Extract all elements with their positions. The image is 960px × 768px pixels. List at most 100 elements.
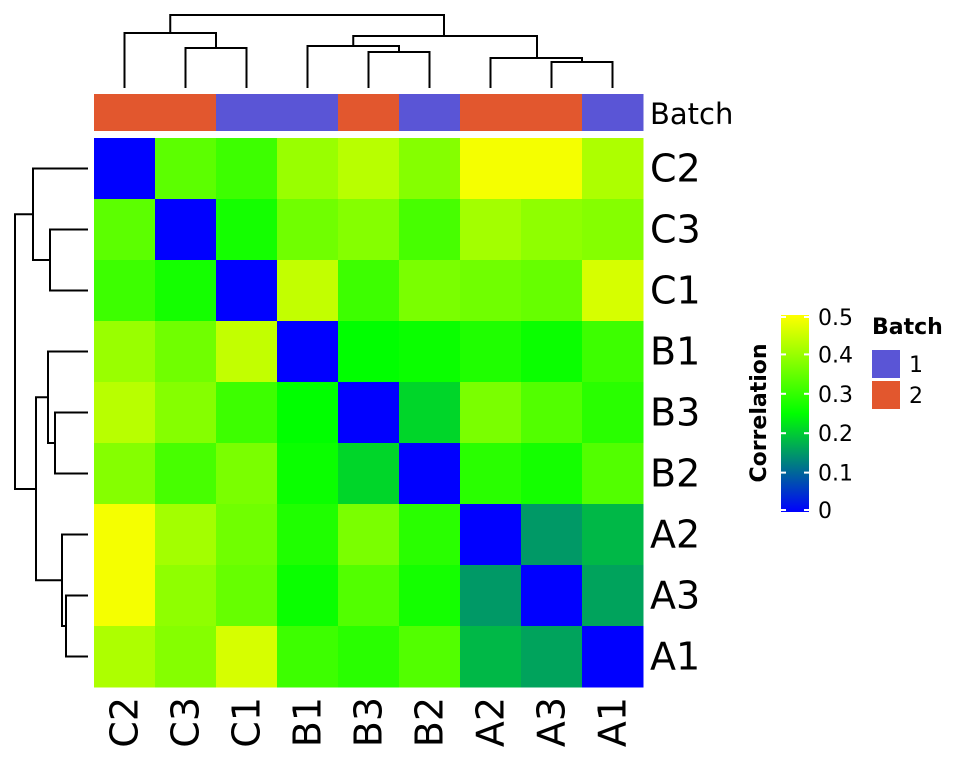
heatmap-cell-B1-A1 xyxy=(582,321,644,383)
heatmap-cell-A2-C2 xyxy=(94,504,156,566)
heatmap-cell-B2-B3 xyxy=(338,443,400,505)
heatmap-cell-C3-A1 xyxy=(582,199,644,261)
batch-legend-swatch-1 xyxy=(872,350,900,378)
heatmap-cell-A2-A2 xyxy=(460,504,522,566)
column-label-A3: A3 xyxy=(530,697,574,747)
heatmap-cell-A3-A1 xyxy=(582,565,644,627)
heatmap-cell-A1-C1 xyxy=(216,626,278,688)
column-label-C1: C1 xyxy=(225,697,269,748)
heatmap-cell-C1-C2 xyxy=(94,260,156,322)
column-dendrogram-branch xyxy=(352,35,538,58)
heatmap-cell-B1-B1 xyxy=(277,321,339,383)
heatmap-cell-B1-A3 xyxy=(521,321,583,383)
heatmap-cell-B2-C3 xyxy=(155,443,217,505)
row-dendrogram-branch xyxy=(14,213,36,490)
correlation-colorbar xyxy=(781,315,809,512)
heatmap-cell-A3-C1 xyxy=(216,565,278,627)
heatmap-cell-B1-C2 xyxy=(94,321,156,383)
heatmap-cell-A1-A1 xyxy=(582,626,644,688)
heatmap-cell-C3-A3 xyxy=(521,199,583,261)
heatmap-cell-B3-C1 xyxy=(216,382,278,444)
correlation-legend: 0.5 0.4 0.3 0.2 0.1 0 Correlation xyxy=(747,306,853,524)
heatmap-cell-A3-B3 xyxy=(338,565,400,627)
heatmap-cell-C2-C2 xyxy=(94,138,156,200)
batch-annotation-cell-A2 xyxy=(460,94,522,131)
batch-annotation-cell-B3 xyxy=(338,94,400,131)
legend-tick-label: 0.3 xyxy=(818,383,853,408)
heatmap-cell-A2-A1 xyxy=(582,504,644,566)
heatmap-cell-C2-C1 xyxy=(216,138,278,200)
batch-annotation-cell-B2 xyxy=(399,94,461,131)
heatmap-cell-A3-A2 xyxy=(460,565,522,627)
legend-tick-label: 0 xyxy=(818,499,832,524)
batch-annotation-cell-A3 xyxy=(521,94,583,131)
heatmap-cell-B3-A3 xyxy=(521,382,583,444)
batch-legend-label-1: 1 xyxy=(909,353,923,378)
column-label-C2: C2 xyxy=(103,697,147,748)
column-dendrogram-branch xyxy=(367,51,431,88)
row-label-B2: B2 xyxy=(650,452,700,496)
heatmap-cell-C3-A2 xyxy=(460,199,522,261)
heatmap-cell-C2-C3 xyxy=(155,138,217,200)
batch-legend-title: Batch xyxy=(872,315,943,340)
heatmap-cell-C1-B1 xyxy=(277,260,339,322)
heatmap-cell-B3-A2 xyxy=(460,382,522,444)
heatmap-cell-B2-C2 xyxy=(94,443,156,505)
heatmap-cell-B3-C2 xyxy=(94,382,156,444)
heatmap-cell-B3-B3 xyxy=(338,382,400,444)
row-label-A2: A2 xyxy=(650,513,700,557)
batch-annotation-cell-C2 xyxy=(94,94,156,131)
batch-annotation-label: Batch xyxy=(650,97,733,131)
heatmap-cell-C2-A3 xyxy=(521,138,583,200)
heatmap-cell-B3-B1 xyxy=(277,382,339,444)
correlation-legend-ticks: 0.5 0.4 0.3 0.2 0.1 0 xyxy=(781,306,853,524)
heatmap-cell-B1-C1 xyxy=(216,321,278,383)
heatmap-cell-C2-A2 xyxy=(460,138,522,200)
legend-tick-label: 0.1 xyxy=(818,462,853,487)
batch-annotation-cell-A1 xyxy=(582,94,644,131)
heatmap-cell-A2-B3 xyxy=(338,504,400,566)
row-label-C1: C1 xyxy=(650,269,701,313)
heatmap-cell-B3-C3 xyxy=(155,382,217,444)
column-label-A2: A2 xyxy=(469,697,513,747)
batch-annotation-cell-B1 xyxy=(277,94,339,131)
heatmap-cell-A1-B3 xyxy=(338,626,400,688)
heatmap-cell-A2-B2 xyxy=(399,504,461,566)
row-label-C3: C3 xyxy=(650,208,701,252)
column-labels: C2 C3 C1 B1 B3 B2 A2 A3 A1 xyxy=(103,697,635,748)
heatmap-cell-B1-A2 xyxy=(460,321,522,383)
column-label-C3: C3 xyxy=(164,697,208,748)
heatmap-cell-A1-A3 xyxy=(521,626,583,688)
heatmap-cell-C2-B1 xyxy=(277,138,339,200)
heatmap-cell-C1-B2 xyxy=(399,260,461,322)
batch-legend: Batch 1 2 xyxy=(872,315,943,409)
correlation-legend-title: Correlation xyxy=(747,343,772,482)
column-label-B1: B1 xyxy=(286,697,330,747)
heatmap-cell-C1-A1 xyxy=(582,260,644,322)
heatmap-cell-C1-C1 xyxy=(216,260,278,322)
column-dendrogram xyxy=(123,14,614,88)
heatmap-cell-C2-B3 xyxy=(338,138,400,200)
heatmap-cell-A1-C3 xyxy=(155,626,217,688)
heatmap-cell-C2-B2 xyxy=(399,138,461,200)
heatmap-cell-C1-A2 xyxy=(460,260,522,322)
legend-tick-label: 0.2 xyxy=(818,422,853,447)
row-label-A1: A1 xyxy=(650,635,700,679)
legend-tick-label: 0.4 xyxy=(818,343,853,368)
row-label-A3: A3 xyxy=(650,574,700,618)
heatmap-cell-B2-B1 xyxy=(277,443,339,505)
row-dendrogram xyxy=(14,167,88,658)
heatmap-cell-A3-C3 xyxy=(155,565,217,627)
heatmap-cell-C3-B1 xyxy=(277,199,339,261)
heatmap-cell-B2-A1 xyxy=(582,443,644,505)
heatmap-cell-C3-C3 xyxy=(155,199,217,261)
heatmap-cell-A2-B1 xyxy=(277,504,339,566)
heatmap-cell-B2-A3 xyxy=(521,443,583,505)
heatmap-cell-B2-A2 xyxy=(460,443,522,505)
heatmap-cell-B2-C1 xyxy=(216,443,278,505)
heatmap-cell-C1-C3 xyxy=(155,260,217,322)
heatmap-cell-A2-C1 xyxy=(216,504,278,566)
row-dendrogram-branch xyxy=(65,594,88,658)
batch-legend-swatch-2 xyxy=(872,381,900,409)
